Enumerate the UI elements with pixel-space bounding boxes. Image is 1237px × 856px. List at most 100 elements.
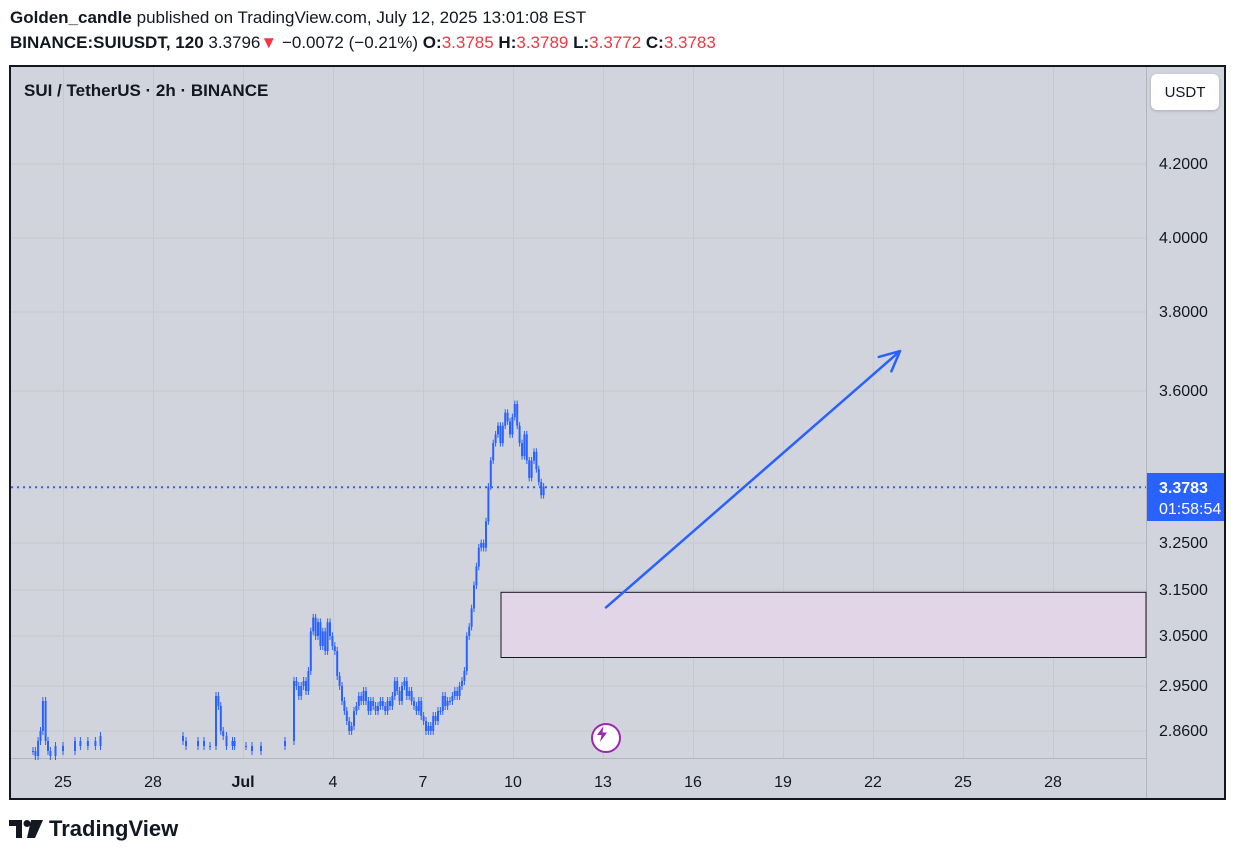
candle (381, 697, 384, 710)
candle-body (437, 711, 439, 721)
price-axis-labels: 4.2000 4.0000 3.8000 3.6000 3.2500 3.1500 3.05… (1159, 156, 1208, 740)
publish-info: Golden_candle published on TradingView.c… (10, 8, 586, 28)
low-value: 3.3772 (589, 33, 642, 52)
candle (465, 632, 468, 675)
candle-body (523, 434, 526, 457)
candle (449, 697, 451, 705)
candle-body (231, 741, 234, 746)
candle (326, 618, 329, 655)
candle (535, 448, 538, 473)
candle (94, 737, 97, 750)
candle-body (360, 696, 363, 701)
currency-button[interactable]: USDT (1151, 74, 1219, 110)
candle-body (453, 691, 456, 696)
candle (209, 742, 211, 750)
candle-body (386, 701, 389, 711)
price-chart[interactable]: 4.2000 4.0000 3.8000 3.6000 3.2500 3.1500 3.05… (11, 67, 1224, 798)
candle (197, 737, 199, 750)
trend-arrow-line (604, 349, 902, 609)
candle-body (379, 701, 382, 706)
candle-body (497, 425, 499, 435)
time-scale[interactable] (11, 758, 1146, 798)
candle-body (300, 686, 303, 696)
candle-body (251, 746, 253, 751)
tradingview-logo[interactable]: TradingView (9, 816, 178, 842)
candle (377, 702, 379, 715)
chart-panel[interactable]: 4.2000 4.0000 3.8000 3.6000 3.2500 3.1500 3.05… (9, 65, 1226, 800)
candle-body (525, 434, 528, 461)
candle-body (357, 696, 360, 706)
candle-body (203, 741, 205, 746)
candle (357, 692, 360, 710)
candle (74, 737, 76, 755)
candle-body (44, 701, 47, 741)
candle-body (470, 608, 473, 627)
candle-body (449, 701, 451, 702)
candle (300, 682, 303, 700)
candle (86, 737, 89, 750)
candle-body (420, 701, 423, 716)
candle-body (381, 701, 384, 706)
candle-body (319, 622, 322, 646)
time-axis-tick: 7 (419, 774, 428, 791)
candle-body (62, 746, 64, 751)
candle (497, 422, 499, 438)
candle-body (355, 706, 358, 711)
candle (413, 697, 415, 710)
candle-body (333, 646, 336, 651)
candle (49, 747, 52, 760)
candle (437, 707, 439, 725)
time-axis-tick: 22 (864, 774, 882, 791)
author-name[interactable]: Golden_candle (10, 8, 132, 27)
time-axis-tick: 28 (1044, 774, 1062, 791)
candle-body (39, 731, 42, 741)
candle (480, 539, 483, 552)
publish-text: published on TradingView.com, July 12, 2… (136, 8, 587, 27)
price-tag: 3.3783 01:58:54 (1147, 473, 1224, 521)
price-axis-tick: 4.0000 (1159, 230, 1208, 247)
lightning-icon[interactable] (591, 723, 621, 753)
candle-body (465, 636, 468, 671)
price-scale[interactable] (1146, 67, 1224, 798)
candle (34, 747, 37, 760)
candle (362, 687, 365, 705)
candle-body (540, 482, 543, 496)
candle (489, 457, 492, 491)
candle-body (348, 721, 351, 731)
candle-body (34, 751, 37, 756)
price-axis-tick: 3.2500 (1159, 535, 1208, 552)
candle (350, 722, 353, 735)
candle-body (482, 543, 485, 548)
demand-zone-layer (500, 591, 1147, 658)
candle (492, 439, 495, 464)
candle-body (377, 706, 379, 711)
candle (225, 732, 228, 750)
candle (333, 642, 336, 655)
candle (521, 439, 523, 460)
candle (345, 707, 348, 725)
time-axis-tick: 19 (774, 774, 792, 791)
candle (367, 697, 370, 715)
candle-body (456, 691, 459, 696)
candle-body (396, 681, 399, 691)
price-axis-tick: 2.9500 (1159, 678, 1208, 695)
candle-body (415, 706, 418, 711)
candle-body (305, 681, 307, 691)
candle (439, 707, 442, 715)
candle-body (32, 751, 34, 752)
candle-body (185, 741, 187, 746)
open-label: O: (422, 33, 442, 52)
candle-body (509, 421, 511, 435)
candle-body (489, 460, 492, 487)
candle-body (367, 701, 370, 711)
candle (386, 697, 389, 715)
candle-body (451, 696, 454, 701)
candle (182, 732, 184, 745)
candle-body (324, 631, 327, 651)
candle (533, 448, 535, 464)
candle (217, 692, 220, 710)
candle-body (530, 460, 533, 478)
candle (458, 682, 461, 700)
candle (408, 687, 411, 700)
candle (427, 722, 430, 735)
